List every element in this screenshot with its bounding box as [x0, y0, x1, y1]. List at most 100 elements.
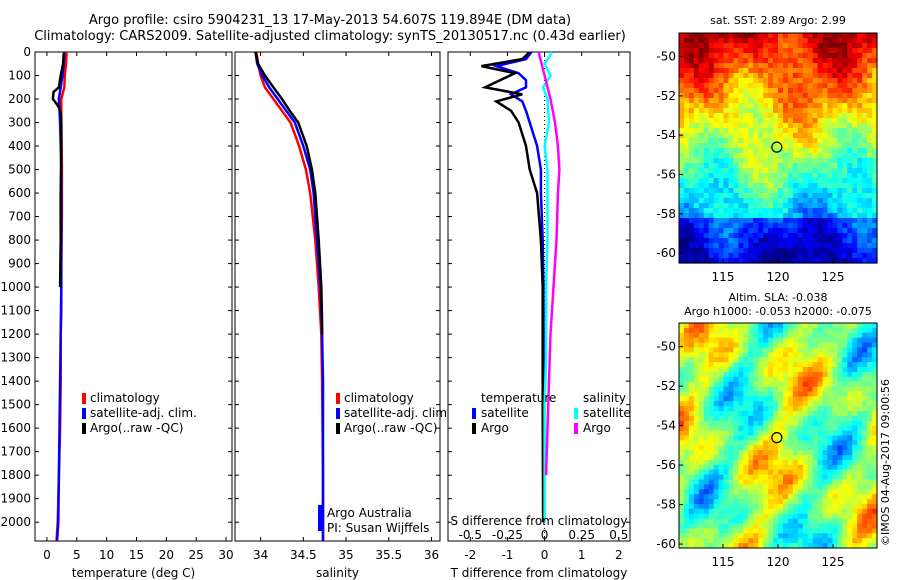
- map-cell: [748, 455, 754, 461]
- map-cell: [688, 68, 695, 74]
- map-cell: [743, 396, 749, 402]
- map-cell: [792, 198, 799, 204]
- map-cell: [683, 543, 690, 549]
- map-cell: [797, 168, 804, 174]
- map-cell: [718, 479, 725, 486]
- map-cell: [802, 391, 809, 397]
- map-cell: [703, 381, 710, 388]
- map-cell: [738, 93, 744, 99]
- map-cell: [688, 53, 695, 59]
- map-cell: [763, 513, 769, 520]
- map-cell: [738, 440, 744, 446]
- map-cell: [797, 538, 804, 544]
- map-cell: [748, 243, 754, 249]
- map-cell: [708, 133, 715, 139]
- map-cell: [857, 538, 863, 544]
- map-cell: [773, 78, 779, 84]
- map-cell: [728, 386, 735, 393]
- map-cell: [817, 445, 824, 451]
- map-cell: [852, 523, 858, 530]
- map-cell: [867, 148, 873, 154]
- map-cell: [679, 386, 685, 393]
- map-cell: [748, 362, 754, 368]
- map-cell: [703, 528, 710, 534]
- map-cell: [822, 508, 829, 515]
- map-cell: [703, 508, 710, 515]
- map-cell: [872, 376, 878, 383]
- map-cell: [867, 73, 873, 79]
- map-cell: [758, 376, 764, 383]
- map-cell: [698, 518, 705, 525]
- map-cell: [718, 248, 725, 254]
- y-tick-label: 300: [8, 116, 31, 130]
- map-cell: [842, 113, 848, 119]
- map-cell: [708, 143, 715, 149]
- map-cell: [763, 381, 769, 388]
- map-cell: [698, 523, 705, 530]
- map-cell: [842, 233, 848, 239]
- map-cell: [802, 233, 809, 239]
- map-cell: [832, 401, 838, 407]
- map-cell: [812, 415, 819, 422]
- map-cell: [698, 63, 705, 69]
- map-cell: [862, 103, 868, 109]
- map-cell: [679, 223, 685, 229]
- map-cell: [797, 523, 804, 530]
- map-cell: [822, 93, 829, 99]
- map-cell: [723, 401, 730, 407]
- map-cell: [802, 425, 809, 432]
- map-cell: [817, 178, 824, 184]
- map-cell: [812, 401, 819, 407]
- map-cell: [778, 238, 784, 244]
- map-cell: [758, 153, 764, 159]
- map-cell: [738, 48, 744, 54]
- map-cell: [847, 143, 853, 149]
- map-cell: [852, 73, 858, 79]
- map-cell: [837, 367, 843, 373]
- map-cell: [827, 118, 834, 124]
- map-cell: [693, 53, 700, 59]
- map-cell: [738, 459, 744, 466]
- map-cell: [683, 208, 690, 214]
- map-cell: [797, 528, 804, 534]
- map-cell: [807, 48, 814, 54]
- map-cell: [792, 88, 799, 94]
- map-cell: [812, 73, 819, 79]
- map-cell: [683, 253, 690, 259]
- map-cell: [708, 494, 715, 500]
- map-cell: [748, 381, 754, 388]
- map-cell: [713, 118, 720, 124]
- map-cell: [857, 253, 863, 259]
- map-cell: [842, 253, 848, 259]
- map-cell: [852, 435, 858, 441]
- map-cell: [827, 391, 834, 397]
- map-cell: [748, 223, 754, 229]
- map-cell: [693, 323, 700, 329]
- map-cell: [817, 342, 824, 349]
- map-cell: [827, 337, 834, 344]
- map-cell: [733, 479, 739, 486]
- map-cell: [827, 464, 834, 471]
- map-cell: [847, 138, 853, 144]
- map-cell: [837, 494, 843, 500]
- map-cell: [778, 163, 784, 169]
- map-cell: [807, 543, 814, 549]
- map-cell: [733, 233, 739, 239]
- map-cell: [703, 469, 710, 476]
- map-cell: [842, 503, 848, 510]
- map-cell: [683, 228, 690, 234]
- map-cell: [693, 193, 700, 199]
- map-cell: [723, 494, 730, 500]
- map-cell: [852, 243, 858, 249]
- map-cell: [688, 58, 695, 64]
- map-cell: [773, 381, 779, 388]
- map-cell: [743, 323, 749, 329]
- map-cell: [852, 118, 858, 124]
- map-cell: [679, 469, 685, 476]
- map-cell: [753, 148, 759, 154]
- map-cell: [827, 198, 834, 204]
- map-cell: [857, 362, 863, 368]
- map-cell: [698, 138, 705, 144]
- map-cell: [822, 63, 829, 69]
- map-cell: [698, 193, 705, 199]
